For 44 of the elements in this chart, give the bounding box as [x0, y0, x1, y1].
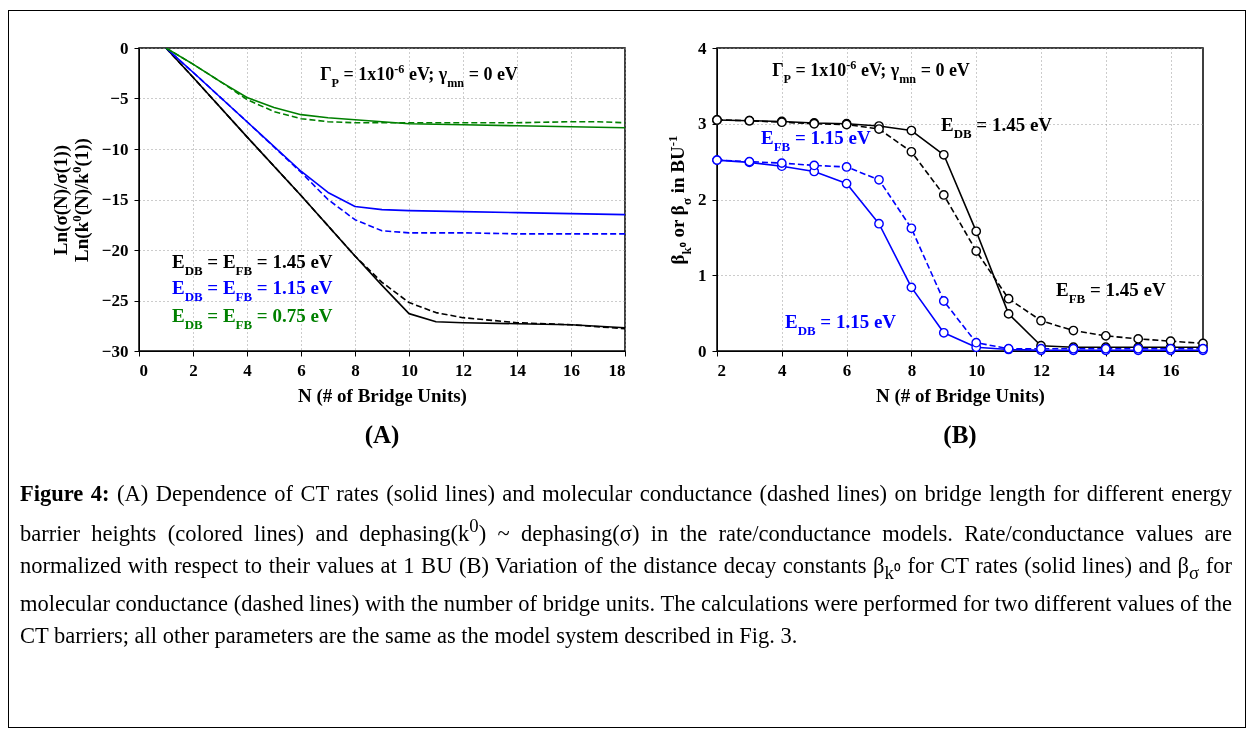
y-tick-label: 2 [698, 190, 707, 209]
x-tick-label: 12 [455, 360, 472, 380]
y-tick-label: 1 [698, 265, 707, 285]
y-tick-label: 0 [698, 341, 707, 361]
y-tick-label: −5 [110, 89, 129, 108]
text: (B) [943, 421, 977, 449]
series-label: E$_{DB}$ = E$_{FB}$ = 1.45 eV [172, 251, 333, 278]
x-axis-title: N (# of Bridge Units) [876, 384, 1045, 407]
y-tick-label: 3 [698, 114, 707, 134]
series-label: E$_{DB}$ = 1.45 eV [941, 114, 1053, 141]
series-label: E$_{FB}$ = 1.45 eV [1056, 279, 1166, 306]
x-tick-label: 0 [139, 360, 148, 380]
x-axis-title: N (# of Bridge Units) [298, 384, 467, 407]
x-tick-label: 18 [608, 360, 626, 380]
y-tick-label: −25 [101, 291, 129, 310]
text: (A) [364, 421, 400, 449]
text: Figure 4: (A) Dependence of CT rates (solid lines) and molecular conductance (dashed lines) on bridge length for different energy barrier heights (colored lines) and dephasing(k$^{0}$) ~ dephasing(σ) in the rate/conductance models. Rate/conductance values are normalized with respect to their values at 1 BU (B) Variation of the distance decay constants β$_{k⁰}$ for CT rates (solid lines) and β$_{σ}$ for molecular conductance (dashed lines) with the number of bridge units. The calculations were performed for two different values of the CT barriers; all other parameters are the same as the model system described in Fig. 3. [20, 481, 1232, 648]
x-tick-label: 2 [717, 360, 726, 380]
y-tick-label: 0 [120, 38, 129, 58]
x-tick-label: 8 [351, 360, 360, 380]
x-tick-label: 8 [907, 360, 917, 380]
x-tick-label: 14 [1097, 360, 1116, 380]
x-tick-label: 10 [401, 360, 418, 380]
y-tick-label: −20 [101, 240, 129, 260]
x-tick-label: 4 [243, 360, 253, 380]
x-tick-label: 2 [189, 360, 198, 380]
annotation: Γ$_{P}$ = 1x10$^{-6}$ eV; γ$_{mn}$ = 0 eV [772, 58, 970, 86]
text: E$_{DB}$ = E$_{FB}$ = 0.75 eV [172, 305, 333, 332]
x-tick-label: 4 [778, 360, 788, 380]
series-label: E$_{FB}$ = 1.15 eV [761, 127, 871, 154]
x-tick-label: 16 [563, 360, 580, 380]
y-tick-label: 4 [698, 38, 707, 58]
x-tick-label: 10 [968, 360, 986, 380]
x-tick-label: 12 [1033, 360, 1050, 380]
text: E$_{DB}$ = E$_{FB}$ = 1.15 eV [172, 277, 333, 304]
annotation: Γ$_{P}$ = 1x10$^{-6}$ eV; γ$_{mn}$ = 0 eV [320, 62, 518, 90]
y-tick-label: −10 [101, 139, 129, 159]
y-tick-label: −15 [101, 190, 129, 209]
y-tick-label: −30 [101, 341, 129, 361]
x-tick-label: 6 [297, 360, 306, 380]
x-tick-label: 6 [842, 360, 852, 380]
x-tick-label: 14 [509, 360, 527, 380]
x-tick-label: 16 [1162, 360, 1180, 380]
series-label: E$_{DB}$ = 1.15 eV [785, 311, 897, 338]
